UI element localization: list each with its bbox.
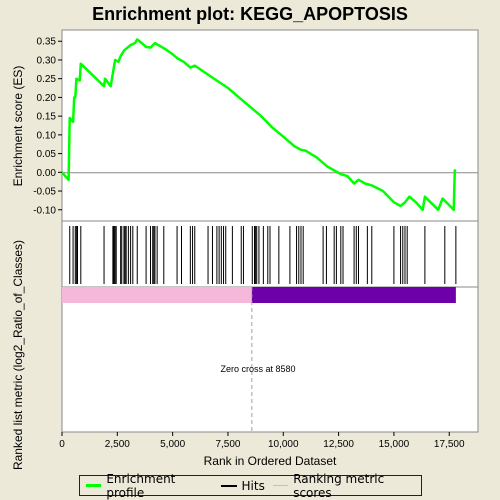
x-tick-label: 0 xyxy=(59,439,65,450)
hits-line-icon xyxy=(220,484,237,487)
enrichment-line-icon xyxy=(86,484,102,487)
y-tick-label: 0.15 xyxy=(37,112,57,123)
x-tick-label: 15,000 xyxy=(379,439,410,450)
x-tick-label: 5,000 xyxy=(160,439,185,450)
y-tick-label: 0.35 xyxy=(37,37,57,48)
x-tick-label: 17,500 xyxy=(434,439,465,450)
y-axis-label-top: Enrichment score (ES) xyxy=(11,66,25,187)
y-tick-label: 0.10 xyxy=(37,130,57,141)
y-axis: -0.10 -0.05 0.00 0.05 0.10 0.15 0.20 0.25 0.30 0.… xyxy=(33,37,62,216)
x-axis: 0 2,500 5,000 7,500 10,000 12,500 15,000 17,500 xyxy=(59,432,465,450)
legend: Enrichment profile Hits Ranking metric s… xyxy=(79,472,422,500)
chart-title: Enrichment plot: KEGG_APOPTOSIS xyxy=(92,4,408,24)
legend-item-hits: Hits xyxy=(220,478,265,493)
y-tick-label: 0.00 xyxy=(37,168,57,179)
x-tick-label: 2,500 xyxy=(105,439,130,450)
zero-cross-label: Zero cross at 8580 xyxy=(220,364,295,374)
y-tick-label: -0.10 xyxy=(33,205,56,216)
legend-item-enrichment-profile: Enrichment profile xyxy=(86,472,213,500)
legend-label: Hits xyxy=(241,478,265,493)
negative-rank-band xyxy=(251,287,456,303)
y-tick-label: 0.25 xyxy=(37,74,57,85)
legend-label: Enrichment profile xyxy=(106,471,176,500)
hits-markers xyxy=(69,226,457,284)
x-tick-label: 12,500 xyxy=(323,439,354,450)
metric-panel xyxy=(61,286,479,433)
ranking-color-band xyxy=(62,287,456,303)
y-tick-label: 0.20 xyxy=(37,93,57,104)
y-tick-label: 0.30 xyxy=(37,55,57,66)
x-tick-label: 7,500 xyxy=(215,439,240,450)
positive-rank-band xyxy=(62,287,252,303)
legend-label: Ranking metric scores xyxy=(293,471,385,500)
ranking-metric-line-icon xyxy=(272,485,289,486)
y-tick-label: -0.05 xyxy=(33,187,56,198)
enrichment-profile-line xyxy=(61,38,457,212)
x-axis-label: Rank in Ordered Dataset xyxy=(204,454,337,468)
y-axis-label-bottom: Ranked list metric (log2_Ratio_of_Classe… xyxy=(11,240,25,470)
y-tick-label: 0.05 xyxy=(37,149,57,160)
legend-item-ranking-metric: Ranking metric scores xyxy=(272,471,421,500)
x-tick-label: 10,000 xyxy=(268,439,299,450)
